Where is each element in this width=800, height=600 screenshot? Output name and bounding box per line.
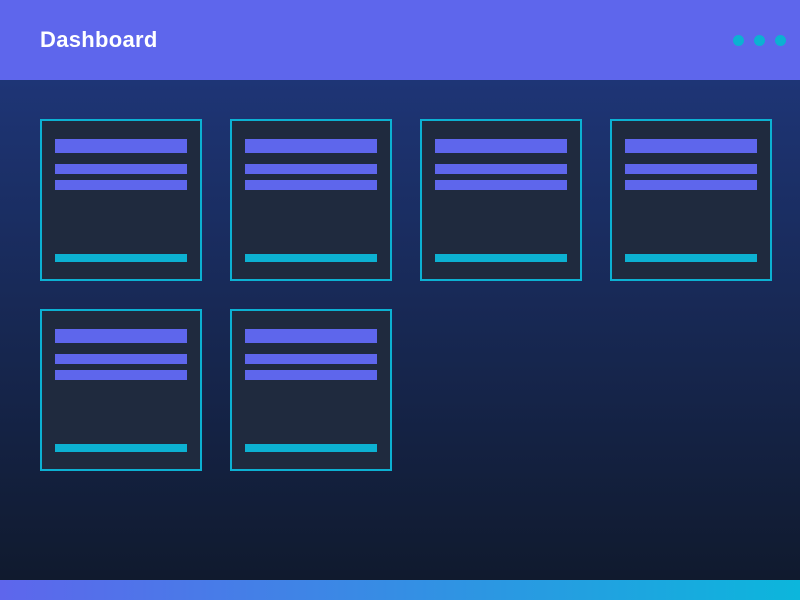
dashboard-card[interactable] <box>230 309 392 471</box>
card-text-placeholder <box>55 180 187 190</box>
card-action-placeholder <box>625 254 757 262</box>
card-title-placeholder <box>245 139 377 153</box>
card-text-placeholder <box>625 180 757 190</box>
card-text-placeholder <box>245 370 377 380</box>
dashboard-card[interactable] <box>420 119 582 281</box>
card-text-placeholder <box>435 180 567 190</box>
card-action-placeholder <box>245 254 377 262</box>
card-text-placeholder <box>435 164 567 174</box>
card-title-placeholder <box>625 139 757 153</box>
card-action-placeholder <box>55 254 187 262</box>
card-title-placeholder <box>435 139 567 153</box>
card-text-placeholder <box>55 354 187 364</box>
card-text-placeholder <box>245 354 377 364</box>
card-action-placeholder <box>435 254 567 262</box>
card-action-placeholder <box>245 444 377 452</box>
card-action-placeholder <box>55 444 187 452</box>
dashboard-card[interactable] <box>40 309 202 471</box>
card-text-placeholder <box>245 180 377 190</box>
dashboard-grid <box>0 80 800 580</box>
dashboard-card[interactable] <box>230 119 392 281</box>
header-dot-icon[interactable] <box>733 34 744 46</box>
card-text-placeholder <box>55 164 187 174</box>
dashboard-card[interactable] <box>40 119 202 281</box>
card-title-placeholder <box>55 329 187 343</box>
card-title-placeholder <box>55 139 187 153</box>
card-text-placeholder <box>245 164 377 174</box>
footer-accent-bar <box>0 580 800 600</box>
app-header: Dashboard <box>0 0 800 80</box>
header-dots <box>733 34 786 46</box>
card-text-placeholder <box>55 370 187 380</box>
header-dot-icon[interactable] <box>775 34 786 46</box>
card-title-placeholder <box>245 329 377 343</box>
header-dot-icon[interactable] <box>754 34 765 46</box>
dashboard-card[interactable] <box>610 119 772 281</box>
card-text-placeholder <box>625 164 757 174</box>
page-title: Dashboard <box>40 27 158 52</box>
